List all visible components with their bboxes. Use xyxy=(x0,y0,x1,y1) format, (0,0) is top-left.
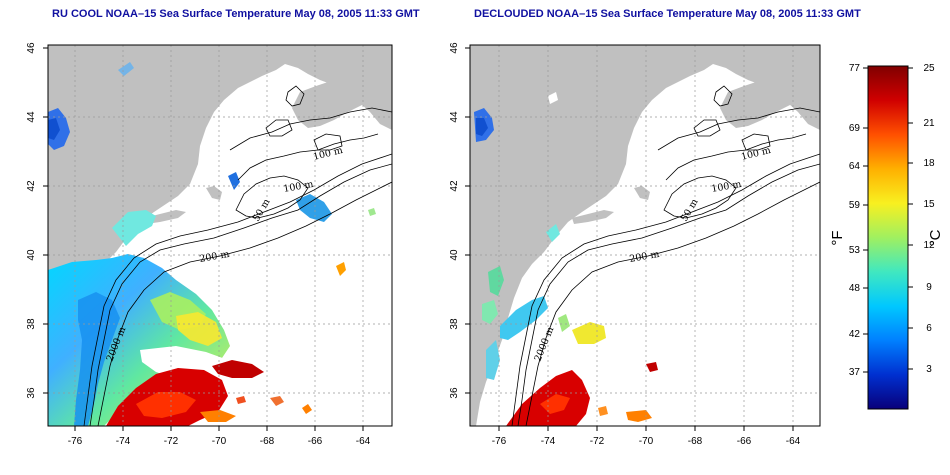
x-tick-label: -68 xyxy=(688,436,703,447)
left-map-frame xyxy=(47,44,393,427)
celsius-tick: 18 xyxy=(923,158,935,169)
y-tick-label: 42 xyxy=(449,180,460,192)
celsius-scale: 25 21 18 15 12 9 6 3 xyxy=(923,63,935,375)
y-tick-label: 46 xyxy=(449,42,460,54)
contour-label-100m-b: 100 m xyxy=(711,179,743,195)
x-tick-label: -68 xyxy=(260,436,275,447)
celsius-tick: 9 xyxy=(926,282,932,293)
y-tick-label: 44 xyxy=(26,111,37,123)
right-map-frame xyxy=(469,44,821,427)
y-tick-label: 42 xyxy=(26,180,37,192)
nova-scotia-land xyxy=(292,72,384,128)
fahrenheit-tick: 42 xyxy=(849,329,861,340)
y-tick-label: 40 xyxy=(26,249,37,261)
right-map-title: DECLOUDED NOAA–15 Sea Surface Temperatur… xyxy=(474,8,861,20)
left-map-area: 100 m 100 m 50 m 200 m 2000 m xyxy=(48,45,392,426)
celsius-tick: 12 xyxy=(923,240,935,251)
x-tick-label: -64 xyxy=(786,436,801,447)
left-map-title: RU COOL NOAA–15 Sea Surface Temperature … xyxy=(52,8,420,20)
right-contours xyxy=(511,85,820,426)
y-tick-label: 36 xyxy=(26,387,37,399)
x-tick-label: -74 xyxy=(541,436,556,447)
sst-data-left xyxy=(48,62,376,426)
nova-scotia-land xyxy=(720,72,812,128)
fahrenheit-tick: 53 xyxy=(849,245,861,256)
x-tick-label: -74 xyxy=(116,436,131,447)
left-y-axis: 46 44 42 40 38 36 xyxy=(26,42,37,399)
x-tick-label: -72 xyxy=(164,436,179,447)
fahrenheit-tick: 69 xyxy=(849,123,861,134)
y-tick-label: 40 xyxy=(449,249,460,261)
x-tick-label: -64 xyxy=(356,436,371,447)
x-tick-label: -70 xyxy=(212,436,227,447)
celsius-tick: 15 xyxy=(923,199,935,210)
fahrenheit-tick: 64 xyxy=(849,161,861,172)
celsius-tick: 6 xyxy=(926,323,932,334)
y-tick-label: 38 xyxy=(449,318,460,330)
fahrenheit-axis-label: °F xyxy=(829,230,846,245)
celsius-tick: 3 xyxy=(926,364,932,375)
x-tick-label: -72 xyxy=(590,436,605,447)
contour-label-100m-b: 100 m xyxy=(283,179,315,195)
x-tick-label: -70 xyxy=(639,436,654,447)
celsius-axis-label: °C xyxy=(927,229,944,246)
x-tick-label: -66 xyxy=(308,436,323,447)
y-tick-label: 46 xyxy=(26,42,37,54)
right-y-axis: 46 44 42 40 38 36 xyxy=(449,42,460,399)
land-mass xyxy=(470,45,820,426)
contour-label-200m: 200 m xyxy=(199,249,231,265)
x-tick-label: -76 xyxy=(68,436,83,447)
y-tick-label: 44 xyxy=(449,111,460,123)
fahrenheit-tick: 37 xyxy=(849,367,861,378)
left-x-axis: -76 -74 -72 -70 -68 -66 -64 xyxy=(68,436,371,447)
y-tick-label: 38 xyxy=(26,318,37,330)
fahrenheit-tick: 77 xyxy=(849,63,861,74)
left-contours xyxy=(83,85,392,426)
x-tick-label: -76 xyxy=(492,436,507,447)
colorbar: 77 69 64 59 53 48 42 37 25 21 18 15 12 9… xyxy=(829,63,935,410)
celsius-tick: 21 xyxy=(923,118,935,129)
land-mass xyxy=(48,45,392,426)
left-map-panel: 100 m 100 m 50 m 200 m 2000 m -76 -74 -7… xyxy=(26,42,393,447)
sst-data-right xyxy=(474,92,658,426)
x-tick-label: -66 xyxy=(737,436,752,447)
right-map-area: 100 m 100 m 50 m 200 m 2000 m xyxy=(470,45,820,426)
contour-label-200m: 200 m xyxy=(629,249,661,265)
right-tick-marks xyxy=(465,47,794,431)
left-tick-marks xyxy=(43,47,364,431)
fahrenheit-tick: 59 xyxy=(849,200,861,211)
y-tick-label: 36 xyxy=(449,387,460,399)
colorbar-gradient xyxy=(867,65,909,410)
celsius-tick: 25 xyxy=(923,63,935,74)
fahrenheit-tick: 48 xyxy=(849,283,861,294)
fahrenheit-scale: 77 69 64 59 53 48 42 37 xyxy=(849,63,861,378)
right-map-panel: 100 m 100 m 50 m 200 m 2000 m -76 -74 -7… xyxy=(449,42,821,447)
right-x-axis: -76 -74 -72 -70 -68 -66 -64 xyxy=(492,436,801,447)
